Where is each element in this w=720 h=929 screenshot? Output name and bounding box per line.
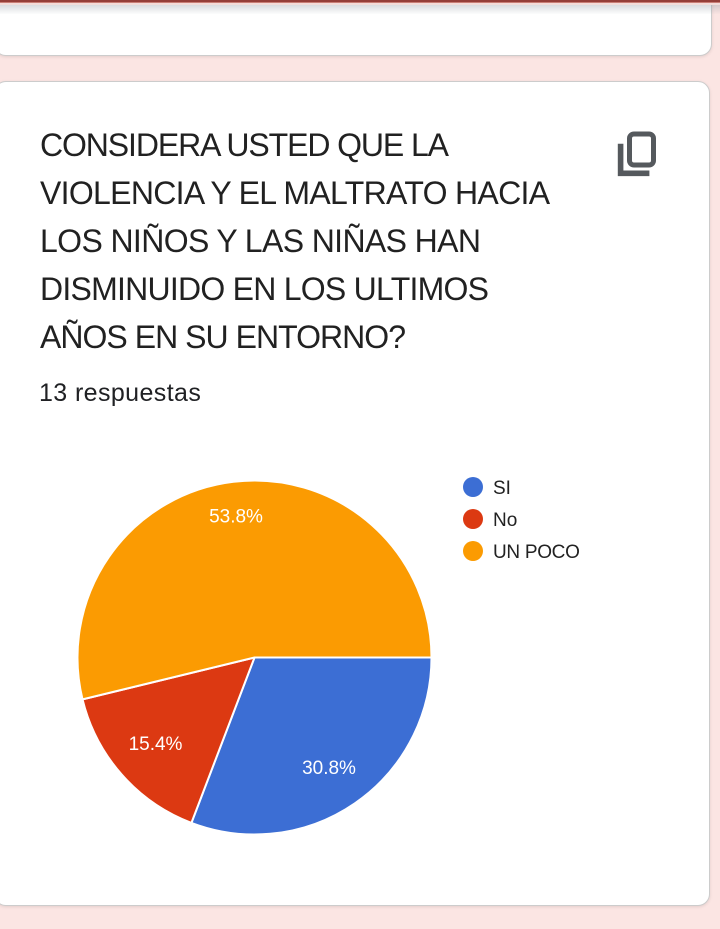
svg-text:15.4%: 15.4% (129, 734, 183, 755)
svg-text:No: No (493, 510, 517, 531)
svg-text:UN POCO: UN POCO (493, 542, 580, 563)
svg-text:30.8%: 30.8% (302, 758, 356, 779)
svg-text:SI: SI (493, 478, 511, 499)
svg-text:53.8%: 53.8% (209, 507, 263, 528)
